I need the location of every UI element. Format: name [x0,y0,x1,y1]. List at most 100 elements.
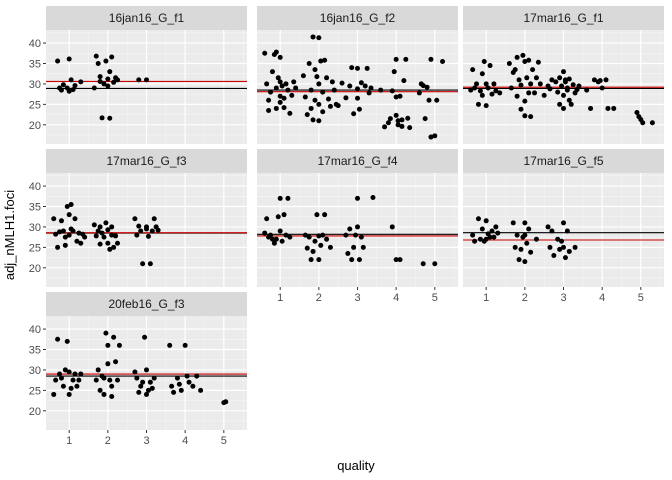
data-point [312,67,318,73]
data-point [66,88,72,94]
data-point [481,58,487,64]
data-point [194,373,200,379]
x-tick-label: 4 [182,435,188,447]
data-point [327,103,333,109]
y-tick-label: 20 [29,120,41,132]
data-point [347,226,353,232]
data-point [151,375,157,381]
data-point [422,116,428,122]
data-point [562,255,568,261]
data-point [266,97,272,103]
data-point [178,387,184,393]
facet-plot-area: 20 25 30 35 40 [29,30,247,144]
data-point [479,226,485,232]
data-point [416,90,422,96]
data-point [308,257,314,263]
data-point [302,94,308,100]
data-point [115,240,121,246]
data-point [564,85,570,91]
data-point [326,96,332,102]
data-point [105,342,111,348]
data-point [479,92,485,98]
data-point [78,371,84,377]
x-tick-label: 5 [432,292,438,304]
data-point [358,80,364,86]
data-point [66,391,72,397]
data-point [273,236,279,242]
data-point [566,76,572,82]
data-point [105,240,111,246]
data-point [264,81,270,87]
data-point [387,116,393,122]
data-point [557,75,563,81]
data-point [528,249,534,255]
data-point [144,391,149,397]
data-point [70,228,76,234]
data-point [91,85,97,91]
data-point [76,377,82,383]
facet-strip-label: 17mar16_G_f3 [106,154,186,168]
data-point [561,92,566,98]
data-point [66,56,72,62]
data-point [107,377,113,383]
data-point [142,334,148,340]
data-point [113,359,119,365]
data-point [514,93,520,99]
data-point [508,85,514,91]
data-point [393,94,399,100]
data-point [557,246,563,252]
data-point [526,226,532,232]
data-point [304,112,310,118]
data-point [167,342,173,348]
data-point [597,78,603,84]
facet-16jan16_G_f1: 16jan16_G_f1 20 25 30 35 40 [29,6,247,144]
facet-strip-label: 17mar16_G_f5 [523,154,603,168]
facet-20feb16_G_f3: 20feb16_G_f3 20 25 30 35 40 1 2 3 4 5 [29,292,247,447]
data-point [273,85,279,91]
data-point [66,232,72,238]
data-point [70,87,76,93]
data-point [320,232,326,238]
data-point [518,246,524,252]
data-point [99,115,105,121]
data-point [271,240,277,246]
data-point [97,78,103,84]
data-point [285,195,291,201]
facet-17mar16_G_f5: 17mar16_G_f5 1 2 3 4 5 [463,149,664,304]
data-point [306,234,312,240]
data-point [262,230,268,236]
data-point [605,105,611,111]
data-point [322,212,328,218]
data-point [105,361,111,367]
data-point [107,246,113,252]
data-point [318,58,324,64]
data-point [82,234,88,240]
data-point [564,228,570,234]
data-point [487,234,493,240]
x-tick-label: 5 [221,435,227,447]
data-point [599,85,605,91]
facet-plot-area: 1 2 3 4 5 [463,173,664,304]
data-point [136,389,142,395]
data-point [144,367,149,373]
data-point [269,69,275,75]
data-point [310,248,316,254]
data-point [144,224,149,230]
data-point [275,214,281,220]
data-point [62,242,68,248]
data-point [140,379,146,385]
y-tick-label: 30 [29,365,41,377]
data-point [483,81,489,87]
data-point [287,234,293,240]
data-point [356,257,362,263]
data-point [516,257,522,263]
data-point [283,232,289,238]
facet-strip-label: 17mar16_G_f1 [523,11,603,25]
data-point [147,261,153,267]
data-point [355,65,360,71]
data-point [389,88,395,94]
data-point [184,373,190,379]
y-tick-label: 25 [29,385,41,397]
data-point [316,118,322,124]
data-point [60,228,66,234]
